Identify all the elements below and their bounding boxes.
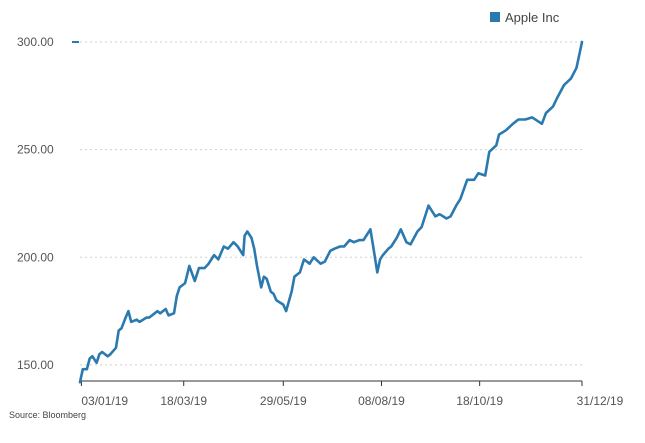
horizontal-gridlines xyxy=(80,41,582,366)
x-tick-label: 29/05/19 xyxy=(260,394,307,408)
legend[interactable]: Apple Inc xyxy=(490,10,560,25)
y-tick-label: 150.00 xyxy=(17,358,54,372)
y-axis: 150.00 200.00 250.00 300.00 xyxy=(17,35,79,372)
y-tick-label: 300.00 xyxy=(17,35,54,49)
x-axis: 03/01/19 18/03/19 29/05/19 08/08/19 18/10/19… xyxy=(80,380,624,408)
x-tick-label: 03/01/19 xyxy=(81,394,128,408)
series-layer xyxy=(78,40,584,384)
legend-swatch xyxy=(490,12,500,22)
series-line-apple-inc xyxy=(78,40,584,384)
legend-label: Apple Inc xyxy=(505,10,560,25)
x-tick-label: 18/03/19 xyxy=(160,394,207,408)
y-tick-label: 200.00 xyxy=(17,250,54,264)
x-tick-label: 31/12/19 xyxy=(577,394,624,408)
x-tick-label: 18/10/19 xyxy=(456,394,503,408)
x-tick-label: 08/08/19 xyxy=(358,394,405,408)
source-note: Source: Bloomberg xyxy=(9,410,87,420)
y-tick-label: 250.00 xyxy=(17,143,54,157)
